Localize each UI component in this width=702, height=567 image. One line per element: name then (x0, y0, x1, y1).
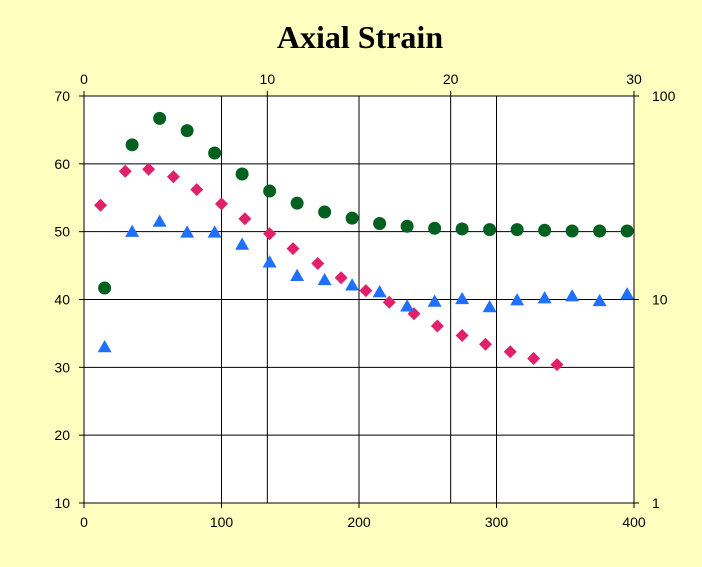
data-point-triangle (180, 225, 195, 238)
data-points (83, 95, 635, 504)
data-point-triangle (235, 237, 250, 250)
data-point-diamond (503, 345, 517, 359)
y-left-tick-label: 40 (54, 292, 70, 308)
data-point-triangle (537, 291, 552, 304)
data-point-circle (290, 196, 304, 210)
y-right-tick-label: 100 (652, 88, 676, 104)
data-point-circle (373, 217, 387, 231)
data-point-circle (455, 222, 469, 236)
data-point-circle (593, 224, 607, 238)
data-point-triangle (620, 287, 635, 300)
data-point-triangle (482, 299, 497, 313)
data-point-diamond (527, 352, 541, 366)
data-point-circle (400, 219, 414, 233)
data-point-circle (318, 205, 332, 219)
data-point-diamond (94, 198, 107, 212)
data-point-diamond (550, 358, 564, 372)
data-point-circle (620, 224, 634, 238)
data-point-circle (263, 184, 277, 198)
data-point-circle (153, 111, 167, 125)
data-point-circle (208, 146, 222, 160)
data-point-triangle (207, 225, 222, 238)
y-left-tick-label: 10 (54, 495, 70, 511)
x-bottom-tick-label: 100 (210, 514, 234, 530)
y-left-tick-label: 50 (54, 224, 70, 240)
x-bottom-tick-label: 300 (485, 514, 509, 530)
data-point-triangle (400, 299, 415, 312)
y-left-tick-label: 20 (54, 427, 70, 443)
y-right-tick-label: 1 (652, 495, 660, 511)
data-point-triangle (455, 291, 470, 305)
data-point-triangle (97, 339, 112, 353)
data-point-diamond (263, 227, 277, 241)
data-point-triangle (372, 285, 387, 298)
x-bottom-tick-label: 200 (347, 514, 371, 530)
data-point-diamond (455, 328, 469, 342)
data-point-triangle (345, 278, 360, 291)
data-point-diamond (479, 337, 492, 351)
x-top-tick-label: 0 (80, 71, 88, 87)
data-point-circle (180, 124, 194, 138)
data-point-circle (345, 211, 359, 225)
data-point-triangle (317, 272, 332, 286)
data-point-circle (565, 224, 579, 238)
data-point-diamond (190, 183, 204, 197)
data-point-diamond (118, 164, 132, 178)
data-point-triangle (592, 293, 607, 307)
data-point-diamond (382, 295, 396, 309)
chart-title: Axial Strain (277, 19, 443, 55)
data-point-circle (483, 223, 497, 237)
data-point-circle (510, 223, 524, 237)
x-bottom-tick-label: 400 (622, 514, 646, 530)
y-left-tick-label: 60 (54, 156, 70, 172)
x-bottom-tick-label: 0 (80, 514, 88, 530)
data-point-diamond (359, 284, 373, 298)
x-top-tick-label: 20 (443, 71, 459, 87)
data-point-triangle (152, 214, 167, 227)
data-point-circle (428, 221, 442, 235)
data-point-diamond (215, 197, 228, 211)
gridlines (84, 96, 634, 503)
data-point-diamond (166, 170, 180, 184)
x-top-tick-label: 10 (260, 71, 276, 87)
data-point-triangle (565, 289, 580, 302)
plot-border (83, 95, 635, 504)
data-point-triangle (427, 294, 442, 307)
data-point-triangle (510, 293, 525, 306)
data-point-triangle (262, 255, 277, 268)
data-point-diamond (286, 242, 300, 256)
data-point-triangle (125, 224, 140, 237)
data-point-triangle (290, 268, 305, 282)
data-point-diamond (311, 257, 325, 271)
data-point-diamond (238, 212, 252, 226)
y-left-tick-label: 70 (54, 88, 70, 104)
y-right-tick-label: 10 (652, 292, 668, 308)
x-top-tick-label: 30 (626, 71, 642, 87)
data-point-circle (98, 281, 112, 295)
data-point-circle (235, 167, 249, 181)
data-point-circle (125, 138, 139, 152)
y-left-tick-label: 30 (54, 359, 70, 375)
data-point-diamond (334, 271, 348, 285)
data-point-diamond (430, 319, 444, 333)
data-point-diamond (142, 162, 156, 176)
data-point-circle (538, 223, 552, 237)
axis-ticks: 10 20 30 40 50 60 70 0 100 200 300 400 0 10 20 30 1 10 100 (54, 71, 675, 530)
